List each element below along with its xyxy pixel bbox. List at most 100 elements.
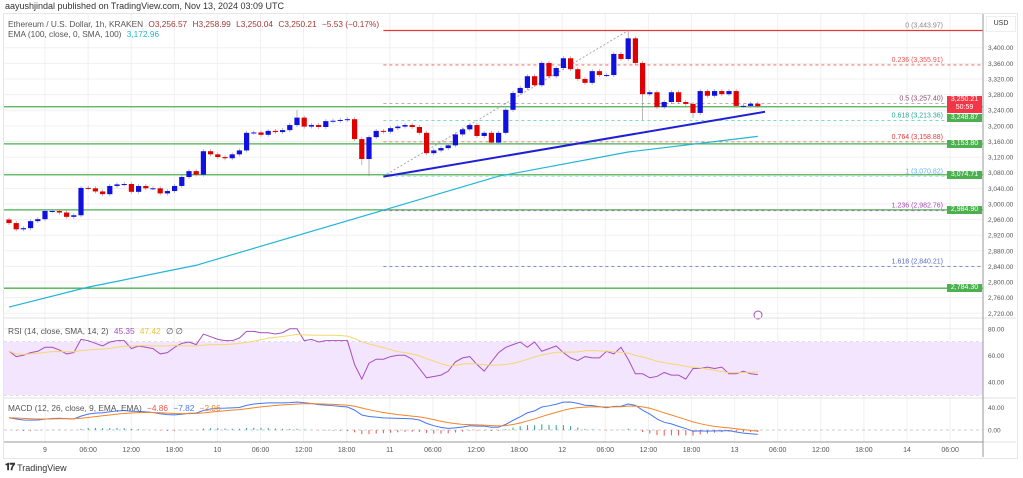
candle-body	[589, 71, 595, 83]
event-marker-icon	[753, 310, 763, 320]
price-tick-label: 2,840.00	[988, 264, 1014, 271]
price-tick-label: 3,320.00	[988, 76, 1014, 83]
ema-legend[interactable]: EMA (100, close, 0, SMA, 100) 3,172.96	[8, 29, 162, 39]
support-price-tag: 3,153.80	[947, 139, 982, 148]
candle-body	[251, 132, 257, 134]
open-value: O3,256.57	[148, 19, 188, 29]
candle-body	[193, 171, 199, 175]
candle-body	[625, 38, 631, 60]
candle-body	[308, 125, 314, 127]
time-tick-label: 10	[214, 447, 222, 454]
fib-level-label: 0.764 (3,158.88)	[892, 134, 943, 141]
rsi-tick-label: 60.00	[988, 353, 1005, 360]
time-tick-label: 06:00	[424, 447, 442, 454]
support-price-tag: 2,984.90	[947, 205, 982, 214]
price-tick-label: 3,080.00	[988, 170, 1014, 177]
candle-body	[28, 221, 34, 229]
candle-body	[114, 184, 120, 186]
time-tick-label: 06:00	[79, 447, 97, 454]
candle-body	[56, 210, 62, 213]
footer-brand[interactable]: 𝟏𝟕 TradingView	[5, 462, 67, 473]
candle-body	[748, 103, 754, 106]
price-tick-label: 2,880.00	[988, 248, 1014, 255]
fib-level-label: 0.618 (3,213.36)	[892, 113, 943, 120]
candle-body	[676, 92, 682, 102]
fib-level-label: 0.236 (3,355.91)	[892, 57, 943, 64]
candle-body	[445, 145, 451, 149]
candle-body	[92, 188, 98, 192]
candle-body	[280, 130, 286, 133]
candle-body	[359, 139, 365, 160]
candle-body	[431, 150, 437, 154]
high-value: H3,258.99	[192, 19, 231, 29]
candle-body	[388, 128, 394, 132]
candle-body	[179, 176, 185, 186]
support-price-tag: 2,784.30	[947, 284, 982, 293]
candle-body	[661, 101, 667, 108]
price-tick-label: 3,400.00	[988, 45, 1014, 52]
time-tick-label: 18:00	[683, 447, 701, 454]
macd-signal-line	[8, 403, 758, 432]
chart-frame	[3, 13, 1018, 459]
macd-tick-label: 40.00	[988, 405, 1005, 412]
candle-body	[100, 191, 106, 195]
rsi-ma-line	[8, 333, 758, 374]
candle-body	[172, 185, 178, 192]
support-price-tag: 3,248.87	[947, 114, 982, 122]
candle-body	[215, 154, 221, 158]
close-value: C3,250.21	[278, 19, 317, 29]
candle-body	[524, 76, 530, 88]
candle-body	[611, 53, 617, 76]
candle-body	[236, 150, 242, 155]
candle-body	[409, 125, 415, 127]
candle-body	[330, 120, 336, 122]
ema100-line	[8, 135, 758, 308]
low-value: L3,250.04	[236, 19, 274, 29]
candle-body	[496, 132, 502, 143]
candle-body	[272, 130, 278, 133]
candle-body	[344, 119, 350, 121]
price-tick-label: 3,360.00	[988, 61, 1014, 68]
price-tick-label: 2,800.00	[988, 280, 1014, 287]
candle-body	[121, 184, 127, 186]
overlay-lines: 0 (3,443.97) 0.236 (3,355.91) 0.5 (3,257.4…	[4, 23, 983, 308]
candle-body	[704, 91, 710, 96]
support-trendline	[383, 110, 766, 178]
tradingview-logo-icon: 𝟏𝟕	[5, 462, 15, 473]
candle-body	[712, 91, 718, 96]
candle-body	[546, 62, 552, 77]
candle-body	[395, 126, 401, 129]
candle-body	[452, 134, 458, 146]
candle-body	[200, 151, 206, 175]
macd-hist-value: −4.86	[147, 403, 169, 413]
time-tick-label: 14	[903, 447, 911, 454]
rsi-legend[interactable]: RSI (14, close, SMA, 14, 2) 45.35 47.42 …	[8, 326, 186, 336]
candle-body	[481, 132, 487, 136]
candle-body	[208, 151, 214, 155]
candle-body	[640, 62, 646, 95]
fib-level-label: 1.236 (2,982.76)	[892, 203, 943, 210]
time-tick-label: 06:00	[252, 447, 270, 454]
symbol-legend[interactable]: Ethereum / U.S. Dollar, 1h, KRAKEN O3,25…	[8, 19, 382, 29]
candle-body	[265, 130, 271, 135]
time-tick-label: 13	[731, 447, 739, 454]
candle-body	[78, 187, 84, 216]
rsi-tick-label: 40.00	[988, 379, 1005, 386]
candle-body	[467, 125, 473, 130]
candle-body	[71, 215, 77, 217]
candle-body	[596, 71, 602, 76]
macd-signal-value: −2.96	[199, 403, 221, 413]
candle-body	[553, 68, 559, 77]
change-value: −5.53 (−0.17%)	[321, 19, 380, 29]
rsi-value: 45.35	[113, 326, 135, 336]
candle-body	[136, 185, 142, 192]
price-tick-label: 2,960.00	[988, 217, 1014, 224]
candle-body	[438, 148, 444, 151]
candle-body	[618, 53, 624, 60]
candle-body	[733, 91, 739, 106]
currency-button[interactable]: USD	[986, 16, 1016, 32]
macd-label: MACD (12, 26, close, 9, EMA, EMA)	[8, 403, 142, 413]
macd-legend[interactable]: MACD (12, 26, close, 9, EMA, EMA) −4.86 …	[8, 403, 224, 413]
candle-body	[517, 87, 523, 94]
